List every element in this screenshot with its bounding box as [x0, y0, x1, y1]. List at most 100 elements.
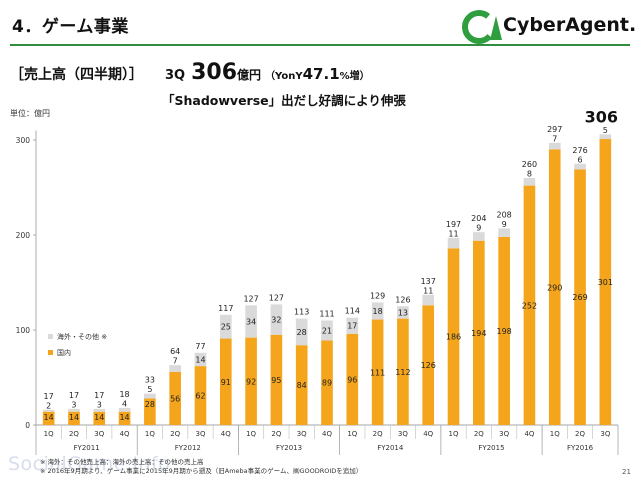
data-label-domestic: 186	[446, 333, 461, 342]
x-tick-label: 2Q	[69, 430, 79, 438]
footnote: ※ 海外：その他売上高：海外の売上高：その他の売上高 ※ 2016年9月期より、…	[40, 458, 362, 475]
title-rule	[10, 44, 630, 46]
bar-overseas	[523, 178, 536, 186]
data-label-total: 127	[243, 294, 258, 303]
headline-value: 306	[191, 60, 238, 85]
data-label-total: 113	[294, 308, 309, 317]
data-label-overseas: 34	[246, 317, 256, 326]
bar-overseas	[346, 317, 359, 334]
bar-domestic	[346, 333, 359, 425]
bar-overseas	[144, 393, 156, 399]
group-label: FY2012	[175, 444, 201, 452]
data-label-domestic: 290	[547, 283, 562, 292]
data-label-total: 137	[421, 277, 436, 286]
data-label-overseas: 28	[297, 328, 307, 337]
bar-domestic	[574, 169, 586, 425]
data-label-total: 17	[69, 391, 79, 400]
x-tick-label: 3Q	[195, 430, 205, 438]
bar-domestic	[42, 411, 55, 425]
x-tick-label: 2Q	[474, 430, 484, 438]
data-label-overseas: 5	[147, 385, 152, 394]
x-tick-label: 1Q	[347, 430, 357, 438]
headline: ［売上高（四半期）］ 3Q 306億円 （YonY47.1%増）	[10, 60, 370, 85]
headline-yoy-prefix: （YonY	[265, 71, 303, 82]
data-label-total: 127	[269, 293, 284, 302]
data-label-domestic: 194	[471, 329, 486, 338]
bar-domestic	[270, 334, 283, 425]
x-tick-label: 2Q	[373, 430, 383, 438]
bar-overseas	[219, 314, 232, 339]
data-label-total: 208	[496, 210, 511, 219]
x-tick-label: 3Q	[94, 430, 104, 438]
data-label-domestic: 14	[119, 413, 129, 422]
page-number: 21	[622, 468, 631, 476]
logo-mark-icon	[462, 10, 502, 44]
bar-overseas	[548, 142, 561, 150]
x-tick-label: 4Q	[322, 430, 332, 438]
bar-overseas	[42, 409, 55, 412]
bar-domestic	[219, 338, 232, 425]
data-label-overseas: 6	[577, 155, 582, 164]
bar-domestic	[523, 185, 536, 425]
bar-domestic	[473, 240, 485, 425]
bar-domestic	[397, 318, 409, 425]
data-label-total: 111	[319, 310, 334, 319]
bar-domestic	[144, 398, 156, 425]
data-label-domestic: 14	[44, 413, 54, 422]
data-label-overseas: 32	[271, 316, 281, 325]
data-label-domestic: 92	[246, 377, 256, 386]
data-label-overseas: 9	[476, 224, 481, 233]
data-label-overseas: 7	[552, 134, 557, 143]
data-label-total: 17	[44, 392, 54, 401]
data-label-domestic: 14	[94, 413, 104, 422]
legend-swatch-domestic	[48, 350, 53, 355]
x-tick-label: 4Q	[221, 430, 231, 438]
y-tick-label: 100	[16, 326, 31, 335]
x-tick-label: 3Q	[297, 430, 307, 438]
data-label-domestic: 111	[370, 368, 385, 377]
data-label-overseas: 2	[46, 401, 51, 410]
chart-subtitle: 「Shadowverse」出だし好調により伸張	[162, 93, 406, 108]
data-label-overseas: 7	[173, 357, 178, 366]
x-tick-label: 1Q	[550, 430, 560, 438]
data-label-total: 117	[218, 304, 233, 313]
bar-domestic	[245, 337, 257, 425]
data-label-domestic: 56	[170, 394, 180, 403]
data-label-domestic: 252	[522, 301, 537, 310]
bar-overseas	[447, 237, 460, 249]
y-tick-label: 300	[16, 136, 31, 145]
data-label-overseas: 13	[398, 308, 408, 317]
data-label-total: 33	[145, 376, 155, 385]
bar-overseas	[295, 318, 308, 346]
bar-domestic	[93, 411, 106, 425]
x-tick-label: 1Q	[44, 430, 54, 438]
x-tick-label: 3Q	[499, 430, 509, 438]
data-label-domestic: 62	[195, 392, 205, 401]
x-tick-label: 2Q	[170, 430, 180, 438]
data-label-overseas: 3	[97, 400, 102, 409]
bar-overseas	[599, 134, 612, 140]
y-tick-label: 0	[25, 421, 30, 430]
x-tick-label: 1Q	[246, 430, 256, 438]
data-label-domestic: 126	[421, 361, 436, 370]
data-label-overseas: 3	[71, 400, 76, 409]
x-tick-label: 4Q	[423, 430, 433, 438]
data-label-total: 64	[170, 347, 180, 356]
bar-domestic	[371, 319, 384, 425]
bar-overseas	[270, 304, 283, 335]
bar-domestic	[118, 411, 131, 425]
data-label-domestic: 84	[297, 381, 307, 390]
bar-overseas	[574, 163, 586, 170]
bar-overseas	[169, 365, 181, 372]
data-label-domestic: 112	[395, 368, 410, 377]
headline-yoy-value: 47.1	[302, 65, 340, 83]
bar-domestic	[68, 411, 80, 425]
data-label-total: 197	[446, 220, 461, 229]
data-label-total: 114	[345, 307, 360, 316]
data-label-total: 260	[522, 160, 537, 169]
footnote-line-1: ※ 海外：その他売上高：海外の売上高：その他の売上高	[40, 458, 204, 466]
data-label-domestic: 89	[322, 379, 332, 388]
x-tick-label: 1Q	[145, 430, 155, 438]
data-label-overseas: 17	[347, 322, 357, 331]
bar-domestic	[548, 149, 561, 425]
